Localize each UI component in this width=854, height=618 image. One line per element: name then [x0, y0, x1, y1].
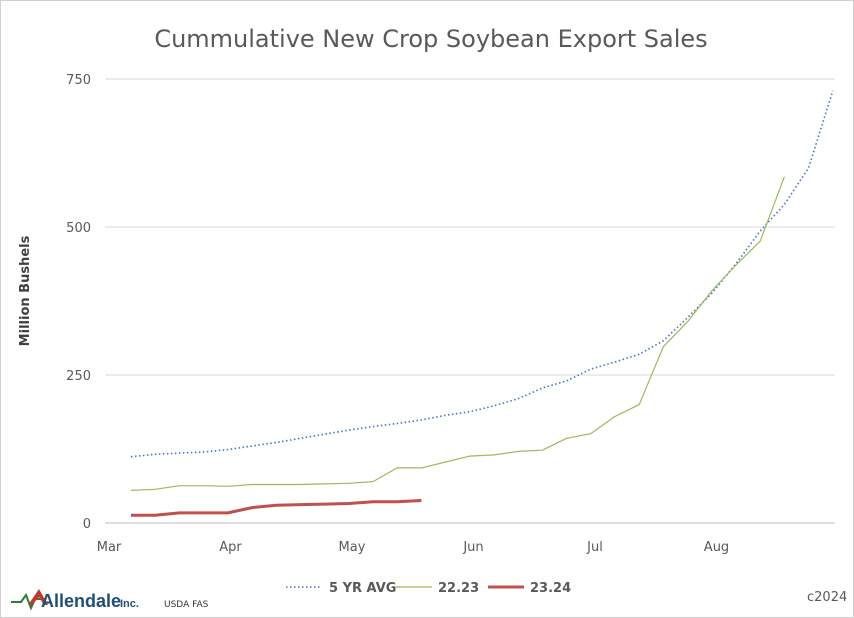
- logo-a-mark-icon: [28, 589, 48, 605]
- source-label: USDA FAS: [164, 600, 209, 610]
- logo-text: Allendale: [41, 591, 121, 611]
- legend-label-23-24: 23.24: [530, 581, 571, 596]
- series-line-22-23: [130, 176, 785, 491]
- x-tick-jun: Jun: [462, 540, 483, 555]
- chart-title: Cummulative New Crop Soybean Export Sale…: [154, 25, 707, 53]
- x-tick-may: May: [339, 540, 366, 555]
- legend-label-22-23: 22.23: [438, 581, 479, 596]
- legend: 5 YR AVG 22.23 23.24: [286, 581, 571, 596]
- allendale-logo: Allendale Inc.: [11, 589, 139, 611]
- x-tick-apr: Apr: [219, 540, 242, 555]
- legend-label-5yr-avg: 5 YR AVG: [329, 581, 396, 596]
- y-tick-500: 500: [66, 221, 91, 236]
- logo-suffix: Inc.: [120, 598, 139, 610]
- y-axis-label: Million Bushels: [18, 235, 33, 346]
- x-tick-mar: Mar: [97, 540, 122, 555]
- x-tick-jul: Jul: [586, 540, 603, 555]
- y-tick-750: 750: [66, 73, 91, 88]
- grid: [105, 78, 835, 524]
- x-tick-labels: Mar Apr May Jun Jul Aug: [97, 540, 729, 555]
- copyright-label: c2024: [807, 590, 847, 605]
- series-lines: [130, 90, 834, 517]
- y-tick-labels: 0 250 500 750: [66, 73, 91, 532]
- x-tick-aug: Aug: [704, 540, 729, 555]
- series-line-5-yr-avg: [130, 90, 834, 458]
- series-line-23-24: [131, 499, 422, 517]
- y-tick-0: 0: [83, 517, 91, 532]
- y-tick-250: 250: [66, 369, 91, 384]
